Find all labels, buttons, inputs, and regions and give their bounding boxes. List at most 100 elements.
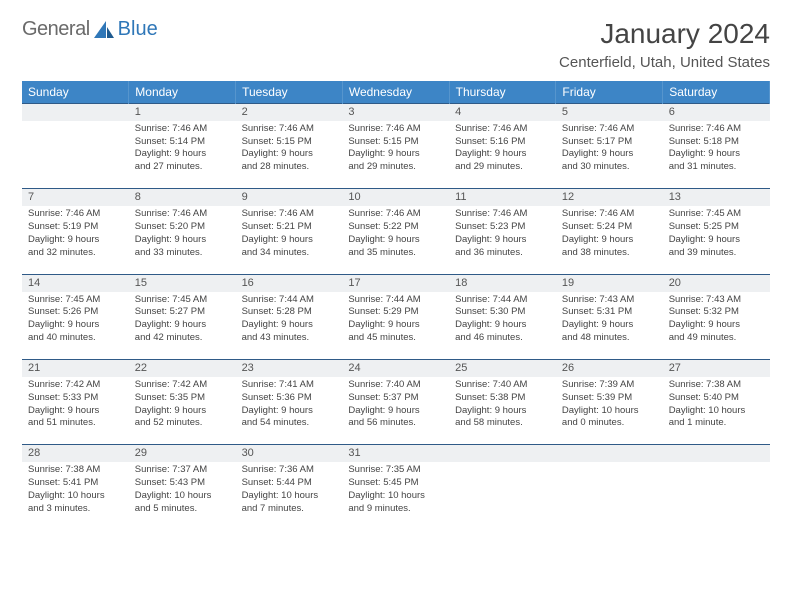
day-number: 19 bbox=[556, 274, 663, 291]
daylight-text: and 35 minutes. bbox=[348, 247, 443, 260]
daylight-text: Daylight: 9 hours bbox=[28, 405, 123, 418]
sunset-text: Sunset: 5:32 PM bbox=[669, 306, 764, 319]
sunset-text: Sunset: 5:17 PM bbox=[562, 136, 657, 149]
sunset-text: Sunset: 5:24 PM bbox=[562, 221, 657, 234]
day-cell: Sunrise: 7:46 AMSunset: 5:15 PMDaylight:… bbox=[236, 121, 343, 189]
day-number-row: 78910111213 bbox=[22, 189, 770, 206]
day-header: Wednesday bbox=[342, 81, 449, 104]
sunrise-text: Sunrise: 7:42 AM bbox=[28, 379, 123, 392]
daylight-text: Daylight: 9 hours bbox=[455, 234, 550, 247]
daylight-text: Daylight: 9 hours bbox=[562, 234, 657, 247]
sunset-text: Sunset: 5:26 PM bbox=[28, 306, 123, 319]
sunset-text: Sunset: 5:19 PM bbox=[28, 221, 123, 234]
sunset-text: Sunset: 5:25 PM bbox=[669, 221, 764, 234]
daylight-text: Daylight: 9 hours bbox=[455, 148, 550, 161]
day-cell: Sunrise: 7:44 AMSunset: 5:29 PMDaylight:… bbox=[342, 292, 449, 360]
daylight-text: and 29 minutes. bbox=[455, 161, 550, 174]
sunset-text: Sunset: 5:16 PM bbox=[455, 136, 550, 149]
sunset-text: Sunset: 5:30 PM bbox=[455, 306, 550, 319]
sunset-text: Sunset: 5:38 PM bbox=[455, 392, 550, 405]
daylight-text: and 33 minutes. bbox=[135, 247, 230, 260]
day-number: 21 bbox=[22, 360, 129, 377]
daylight-text: and 42 minutes. bbox=[135, 332, 230, 345]
day-cell: Sunrise: 7:45 AMSunset: 5:27 PMDaylight:… bbox=[129, 292, 236, 360]
daylight-text: Daylight: 9 hours bbox=[562, 148, 657, 161]
sunset-text: Sunset: 5:15 PM bbox=[348, 136, 443, 149]
daylight-text: Daylight: 9 hours bbox=[348, 319, 443, 332]
day-cell: Sunrise: 7:46 AMSunset: 5:19 PMDaylight:… bbox=[22, 206, 129, 274]
daylight-text: Daylight: 10 hours bbox=[135, 490, 230, 503]
daylight-text: and 27 minutes. bbox=[135, 161, 230, 174]
day-number: 23 bbox=[236, 360, 343, 377]
day-content-row: Sunrise: 7:45 AMSunset: 5:26 PMDaylight:… bbox=[22, 292, 770, 360]
day-number: 27 bbox=[663, 360, 770, 377]
day-cell: Sunrise: 7:37 AMSunset: 5:43 PMDaylight:… bbox=[129, 462, 236, 530]
sunrise-text: Sunrise: 7:40 AM bbox=[455, 379, 550, 392]
sunset-text: Sunset: 5:28 PM bbox=[242, 306, 337, 319]
day-number: 18 bbox=[449, 274, 556, 291]
sunset-text: Sunset: 5:43 PM bbox=[135, 477, 230, 490]
day-content-row: Sunrise: 7:38 AMSunset: 5:41 PMDaylight:… bbox=[22, 462, 770, 530]
sunrise-text: Sunrise: 7:46 AM bbox=[242, 123, 337, 136]
day-number: 12 bbox=[556, 189, 663, 206]
daylight-text: Daylight: 9 hours bbox=[135, 319, 230, 332]
daylight-text: and 30 minutes. bbox=[562, 161, 657, 174]
sunset-text: Sunset: 5:37 PM bbox=[348, 392, 443, 405]
daylight-text: Daylight: 10 hours bbox=[562, 405, 657, 418]
sunset-text: Sunset: 5:45 PM bbox=[348, 477, 443, 490]
sunset-text: Sunset: 5:18 PM bbox=[669, 136, 764, 149]
sunset-text: Sunset: 5:29 PM bbox=[348, 306, 443, 319]
sunrise-text: Sunrise: 7:38 AM bbox=[669, 379, 764, 392]
daylight-text: and 36 minutes. bbox=[455, 247, 550, 260]
daylight-text: and 54 minutes. bbox=[242, 417, 337, 430]
day-cell: Sunrise: 7:38 AMSunset: 5:41 PMDaylight:… bbox=[22, 462, 129, 530]
sunrise-text: Sunrise: 7:46 AM bbox=[562, 123, 657, 136]
daylight-text: and 9 minutes. bbox=[348, 503, 443, 516]
sunset-text: Sunset: 5:22 PM bbox=[348, 221, 443, 234]
day-number: 20 bbox=[663, 274, 770, 291]
day-cell: Sunrise: 7:36 AMSunset: 5:44 PMDaylight:… bbox=[236, 462, 343, 530]
day-cell: Sunrise: 7:44 AMSunset: 5:30 PMDaylight:… bbox=[449, 292, 556, 360]
daylight-text: and 32 minutes. bbox=[28, 247, 123, 260]
sunset-text: Sunset: 5:15 PM bbox=[242, 136, 337, 149]
daylight-text: Daylight: 9 hours bbox=[242, 234, 337, 247]
daylight-text: Daylight: 9 hours bbox=[28, 319, 123, 332]
daylight-text: Daylight: 9 hours bbox=[669, 234, 764, 247]
day-number: 7 bbox=[22, 189, 129, 206]
sunset-text: Sunset: 5:31 PM bbox=[562, 306, 657, 319]
daylight-text: Daylight: 9 hours bbox=[348, 234, 443, 247]
daylight-text: Daylight: 10 hours bbox=[28, 490, 123, 503]
day-header: Sunday bbox=[22, 81, 129, 104]
daylight-text: Daylight: 10 hours bbox=[242, 490, 337, 503]
daylight-text: and 0 minutes. bbox=[562, 417, 657, 430]
sunrise-text: Sunrise: 7:37 AM bbox=[135, 464, 230, 477]
day-header: Thursday bbox=[449, 81, 556, 104]
sunset-text: Sunset: 5:27 PM bbox=[135, 306, 230, 319]
day-cell bbox=[449, 462, 556, 530]
daylight-text: Daylight: 9 hours bbox=[242, 405, 337, 418]
day-number bbox=[663, 445, 770, 462]
day-cell bbox=[22, 121, 129, 189]
daylight-text: and 40 minutes. bbox=[28, 332, 123, 345]
day-cell: Sunrise: 7:46 AMSunset: 5:14 PMDaylight:… bbox=[129, 121, 236, 189]
daylight-text: and 43 minutes. bbox=[242, 332, 337, 345]
sunrise-text: Sunrise: 7:35 AM bbox=[348, 464, 443, 477]
day-cell: Sunrise: 7:38 AMSunset: 5:40 PMDaylight:… bbox=[663, 377, 770, 445]
daylight-text: Daylight: 9 hours bbox=[669, 319, 764, 332]
daylight-text: Daylight: 9 hours bbox=[28, 234, 123, 247]
day-content-row: Sunrise: 7:42 AMSunset: 5:33 PMDaylight:… bbox=[22, 377, 770, 445]
sunrise-text: Sunrise: 7:46 AM bbox=[455, 208, 550, 221]
day-cell: Sunrise: 7:40 AMSunset: 5:38 PMDaylight:… bbox=[449, 377, 556, 445]
sunset-text: Sunset: 5:39 PM bbox=[562, 392, 657, 405]
day-cell: Sunrise: 7:43 AMSunset: 5:32 PMDaylight:… bbox=[663, 292, 770, 360]
sunset-text: Sunset: 5:33 PM bbox=[28, 392, 123, 405]
daylight-text: and 49 minutes. bbox=[669, 332, 764, 345]
day-number: 16 bbox=[236, 274, 343, 291]
daylight-text: and 48 minutes. bbox=[562, 332, 657, 345]
sunset-text: Sunset: 5:35 PM bbox=[135, 392, 230, 405]
day-number: 11 bbox=[449, 189, 556, 206]
day-number: 29 bbox=[129, 445, 236, 462]
daylight-text: Daylight: 9 hours bbox=[135, 405, 230, 418]
daylight-text: Daylight: 9 hours bbox=[562, 319, 657, 332]
day-header-row: Sunday Monday Tuesday Wednesday Thursday… bbox=[22, 81, 770, 104]
